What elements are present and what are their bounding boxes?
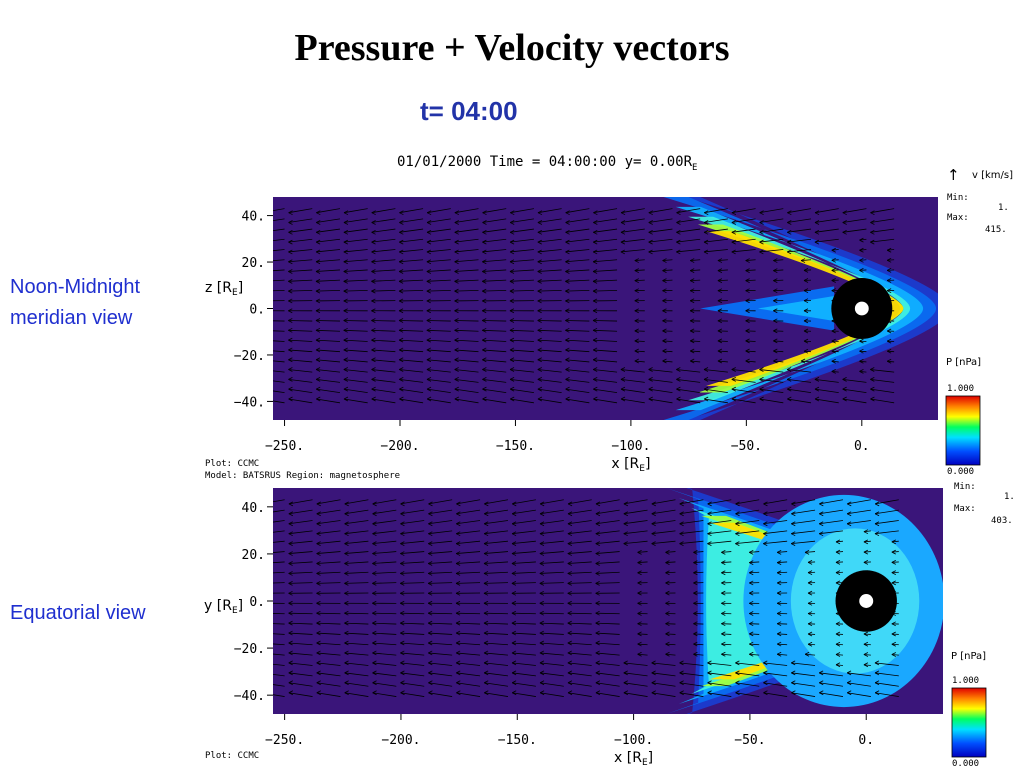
x-tick-label: 0. [858,733,874,748]
x-tick-label: −200. [380,439,419,454]
x-tick-label: −250. [265,733,304,748]
velocity-vector [596,613,620,614]
velocity-vector-head [261,581,265,585]
velocity-vector [455,321,479,322]
velocity-vector [456,613,480,614]
x-tick-label: −100. [611,439,650,454]
x-tick-label: −150. [496,439,535,454]
plot-area-equatorial [261,477,956,726]
velocity-vector [400,613,424,614]
earth-core-equatorial [859,594,873,608]
velocity-vector [372,613,396,614]
velocity-vector-head [261,542,265,546]
velocity-vector [484,613,508,614]
velocity-vector-head [261,671,265,675]
velocity-vector [565,321,589,322]
velocity-vector [568,613,592,614]
velocity-vector [482,321,506,322]
velocity-vector-head [261,387,265,391]
y-tick-label: −40. [234,395,265,410]
y-tick-label: 20. [242,256,265,271]
y-tick-label: 40. [242,501,265,516]
x-tick-label: −150. [498,733,537,748]
velocity-vector-head [261,631,265,635]
y-axis-title-close: ] [238,280,243,296]
y-tick-label: −20. [234,349,265,364]
y-tick-label: −40. [234,689,265,704]
velocity-vector [371,321,395,322]
x-tick-label: −250. [265,439,304,454]
velocity-vector-head [261,621,265,625]
x-tick-label: 0. [854,439,870,454]
y-tick-label: 20. [242,548,265,563]
velocity-vector-head [261,279,265,283]
velocity-vector-head [261,289,265,293]
velocity-vector [261,613,285,614]
x-tick-label: −50. [734,733,765,748]
velocity-vector [288,321,312,322]
y-tick-label: −20. [234,642,265,657]
velocity-vector-head [261,319,265,323]
velocity-vector [316,613,340,614]
velocity-vector [427,321,451,322]
velocity-vector-head [261,240,265,244]
velocity-vector [261,321,285,322]
pressure-colorbar-equatorial [952,688,986,757]
velocity-vector-head [261,661,265,665]
velocity-vector-head [261,377,265,381]
y-tick-label: 0. [249,595,265,610]
velocity-vector-head [261,250,265,254]
velocity-vector [538,321,562,322]
y-tick-label: 0. [249,303,265,318]
velocity-vector [289,613,313,614]
velocity-vector-head [261,571,265,575]
velocity-vector-head [261,611,265,615]
velocity-vector [428,613,452,614]
y-axis-title-close: ] [238,598,243,614]
x-axis-title-close: ] [645,456,650,472]
velocity-vector-head [261,532,265,536]
velocity-vector [512,613,536,614]
x-axis-title-close: ] [648,750,653,766]
velocity-vector [344,613,368,614]
x-tick-label: −100. [614,733,653,748]
velocity-vector-head [261,338,265,342]
earth-core-noon-midnight [855,302,869,316]
x-axis-title: x [RE] [614,750,653,768]
velocity-vector [399,321,423,322]
velocity-vector [344,321,368,322]
velocity-vector-head [261,522,265,526]
velocity-vector [510,321,534,322]
velocity-vector [316,321,340,322]
velocity-vector-head [261,328,265,332]
velocity-vector-head [261,681,265,685]
y-tick-label: 40. [242,210,265,225]
x-tick-label: −50. [731,439,762,454]
y-axis-title: y [RE] [204,598,243,616]
velocity-vector-head [261,230,265,234]
velocity-vector [593,321,617,322]
y-axis-title: z [RE] [205,280,243,298]
velocity-vector [540,613,564,614]
velocity-vector-head [261,368,265,372]
plot-area-noon-midnight [261,186,951,431]
pressure-colorbar-noon-midnight [946,396,980,465]
x-tick-label: −200. [381,733,420,748]
x-axis-title: x [RE] [611,456,650,474]
